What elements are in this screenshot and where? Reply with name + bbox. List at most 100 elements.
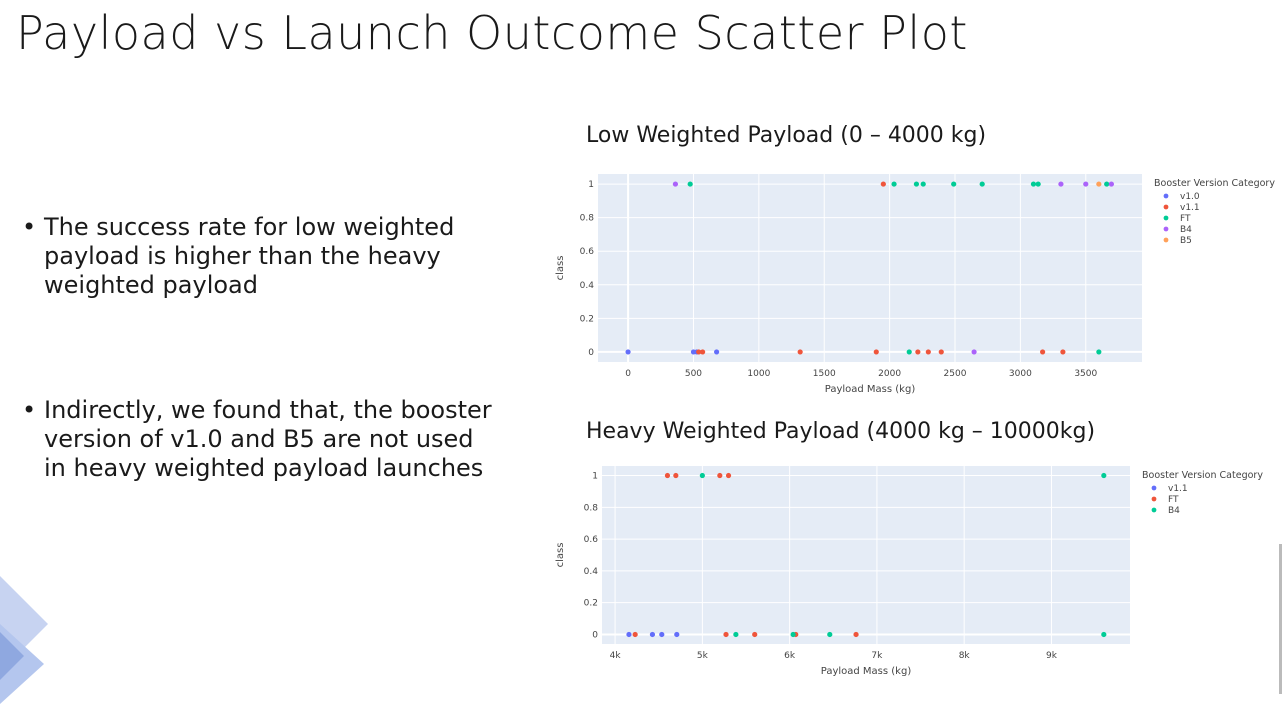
data-point: [1083, 181, 1089, 187]
y-tick-label: 0.8: [584, 503, 599, 513]
data-point: [725, 472, 732, 479]
legend-entry: B5: [1180, 236, 1192, 246]
y-tick-label: 0.4: [584, 567, 599, 577]
plot-area: [602, 466, 1130, 644]
legend-marker: [1163, 204, 1169, 210]
data-point: [659, 631, 665, 638]
data-point: [1101, 631, 1107, 638]
plot-area: [598, 174, 1142, 362]
chart-title-low: Low Weighted Payload (0 – 4000 kg): [586, 123, 987, 148]
legend-marker: [1151, 496, 1157, 502]
data-point: [1060, 349, 1066, 355]
data-point: [733, 631, 739, 638]
data-point: [696, 349, 702, 355]
data-point: [1096, 181, 1102, 187]
y-tick-label: 0.2: [584, 599, 598, 609]
x-tick-label: 5k: [697, 651, 709, 661]
decorative-diamond-3: [0, 632, 24, 680]
bullet-point-2: Indirectly, we found that, the booster v…: [16, 396, 494, 482]
data-point: [723, 631, 729, 638]
data-point: [674, 631, 680, 638]
legend-title: Booster Version Category: [1142, 470, 1263, 481]
data-point: [873, 349, 879, 355]
legend-marker: [1163, 237, 1169, 243]
x-axis-label: Payload Mass (kg): [821, 666, 912, 677]
data-point: [853, 631, 859, 638]
legend-entry: B4: [1168, 506, 1180, 516]
legend-entry: v1.0: [1180, 192, 1200, 202]
scroll-indicator: [1279, 544, 1282, 694]
data-point: [1108, 181, 1114, 187]
data-point: [1058, 181, 1064, 187]
data-point: [906, 349, 912, 355]
heavy-payload-scatter-chart: 4k 5k 6k 7k 8k 9k 0 0.2 0.4 0.6 0.8 1 Payload Mass (…: [555, 466, 1263, 677]
legend-entry: FT: [1168, 495, 1179, 505]
y-tick-label: 0.6: [580, 247, 595, 257]
y-tick-label: 1: [592, 472, 598, 482]
x-tick-label: 3500: [1074, 369, 1097, 379]
y-tick-label: 1: [588, 180, 594, 190]
legend-entry: v1.1: [1180, 203, 1200, 213]
x-tick-label: 1500: [813, 369, 836, 379]
y-tick-label: 0: [592, 630, 598, 640]
decorative-diamonds: [0, 576, 48, 704]
data-point: [1101, 472, 1107, 479]
data-point: [880, 181, 886, 187]
data-point: [951, 181, 957, 187]
data-point: [717, 472, 723, 479]
data-point: [673, 472, 679, 479]
data-point: [790, 631, 796, 638]
legend-marker: [1163, 226, 1169, 232]
data-point: [971, 349, 977, 355]
x-tick-label: 8k: [959, 651, 971, 661]
y-axis-label: class: [555, 256, 566, 281]
x-tick-label: 7k: [871, 651, 883, 661]
legend-marker: [1163, 193, 1169, 199]
low-payload-scatter-chart: 0 500 1000 1500 2000 2500 3000 3500 0 0.2 0.4 0.6 0.…: [555, 174, 1275, 395]
x-tick-label: 500: [685, 369, 702, 379]
legend-entry: B4: [1180, 225, 1192, 235]
chart-title-heavy: Heavy Weighted Payload (4000 kg – 10000k…: [586, 419, 1096, 444]
x-tick-label: 3000: [1009, 369, 1032, 379]
data-point: [891, 181, 897, 187]
data-point: [1104, 181, 1110, 187]
y-tick-label: 0: [588, 348, 594, 358]
data-point: [915, 349, 921, 355]
data-point: [672, 181, 679, 187]
x-tick-label: 1000: [747, 369, 770, 379]
data-point: [1096, 349, 1102, 355]
x-axis-label: Payload Mass (kg): [825, 384, 916, 395]
legend-marker: [1163, 215, 1169, 221]
data-point: [700, 349, 706, 355]
bullet-point-1: The success rate for low weighted payloa…: [16, 213, 494, 299]
data-point: [797, 349, 803, 355]
y-tick-label: 0.4: [580, 281, 595, 291]
x-tick-label: 0: [625, 369, 631, 379]
slide-title: Payload vs Launch Outcome Scatter Plot: [16, 6, 968, 60]
y-tick-label: 0.8: [580, 214, 595, 224]
data-point: [664, 472, 671, 479]
data-point: [1035, 181, 1041, 187]
legend-marker: [1151, 485, 1157, 491]
data-point: [827, 631, 833, 638]
x-tick-label: 2500: [944, 369, 967, 379]
data-point: [687, 181, 693, 187]
x-tick-label: 6k: [784, 651, 796, 661]
data-point: [625, 349, 631, 355]
data-point: [626, 631, 632, 638]
data-point: [938, 349, 944, 355]
y-tick-label: 0.2: [580, 314, 594, 324]
x-tick-label: 4k: [610, 651, 622, 661]
y-axis-label: class: [555, 543, 566, 568]
legend-entry: v1.1: [1168, 484, 1188, 494]
legend-marker: [1151, 507, 1157, 513]
legend-title: Booster Version Category: [1154, 178, 1275, 189]
data-point: [913, 181, 920, 187]
data-point: [714, 349, 720, 355]
data-point: [699, 472, 705, 479]
data-point: [649, 631, 656, 638]
legend-entry: FT: [1180, 214, 1191, 224]
y-tick-label: 0.6: [584, 535, 599, 545]
data-point: [920, 181, 926, 187]
data-point: [752, 631, 758, 638]
